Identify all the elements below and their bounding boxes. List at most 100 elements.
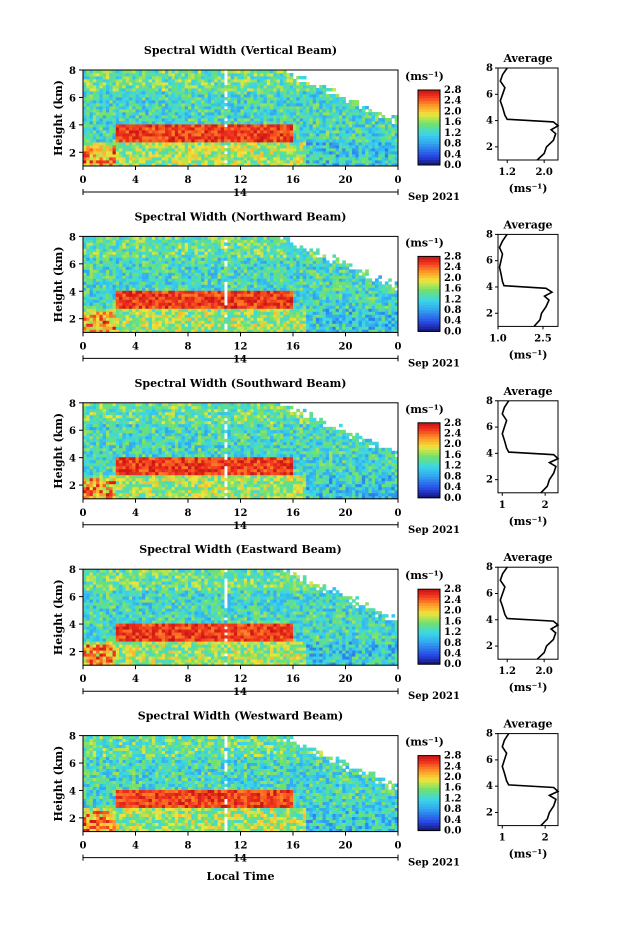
average-y-tick-label: 6 bbox=[486, 422, 493, 433]
colorbar-segment bbox=[418, 159, 440, 163]
panel-title: Spectral Width (Southward Beam) bbox=[134, 377, 346, 390]
x-tick-label: 0 bbox=[395, 674, 402, 685]
colorbar-segment bbox=[418, 430, 440, 434]
colorbar-segment bbox=[418, 771, 440, 775]
colorbar-segment bbox=[418, 433, 440, 437]
colorbar-segment bbox=[418, 315, 440, 319]
heatmap bbox=[83, 70, 399, 167]
colorbar-segment bbox=[418, 320, 440, 324]
y-tick-label: 4 bbox=[69, 454, 76, 465]
colorbar-segment bbox=[418, 452, 440, 456]
colorbar-segment bbox=[418, 309, 440, 314]
x-tick-label: 12 bbox=[234, 841, 248, 852]
colorbar-segment bbox=[418, 441, 440, 445]
heatmap bbox=[83, 569, 399, 666]
y-tick-label: 4 bbox=[69, 620, 76, 631]
y-tick-label: 4 bbox=[69, 121, 76, 132]
x-tick-label: 16 bbox=[286, 674, 300, 685]
colorbar-tick-label: 0.8 bbox=[444, 305, 461, 316]
x-tick-label: 0 bbox=[395, 508, 402, 519]
colorbar-tick-label: 2.4 bbox=[444, 595, 461, 606]
colorbar-segment bbox=[418, 777, 440, 781]
x-tick-label: 16 bbox=[286, 841, 300, 852]
colorbar-tick-label: 2.8 bbox=[444, 751, 461, 762]
y-axis-label: Height (km) bbox=[52, 246, 65, 322]
colorbar-segment bbox=[418, 819, 440, 823]
x-tick-label: 8 bbox=[185, 674, 192, 685]
day-label: 14 bbox=[233, 354, 247, 365]
colorbar-segment bbox=[418, 95, 440, 99]
colorbar-segment bbox=[418, 103, 440, 107]
colorbar-segment bbox=[418, 307, 440, 311]
date-label: Sep 2021 bbox=[408, 525, 460, 536]
colorbar-frame bbox=[417, 255, 441, 332]
colorbar-segment bbox=[418, 597, 440, 601]
panel-title: Spectral Width (Northward Beam) bbox=[135, 210, 347, 223]
colorbar-segment bbox=[418, 462, 440, 467]
colorbar-tick-label: 1.6 bbox=[444, 284, 461, 295]
colorbar-segment bbox=[418, 280, 440, 284]
average-title: Average bbox=[502, 52, 552, 65]
colorbar-tick-label: 2.4 bbox=[444, 429, 461, 440]
colorbar-segment bbox=[418, 817, 440, 821]
colorbar-tick-label: 1.6 bbox=[444, 783, 461, 794]
colorbar-segment bbox=[418, 148, 440, 153]
colorbar-segment bbox=[418, 658, 440, 662]
colorbar-frame bbox=[417, 755, 441, 832]
colorbar-segment bbox=[418, 304, 440, 308]
colorbar-segment bbox=[418, 642, 440, 646]
average-profile-line bbox=[499, 566, 560, 660]
colorbar-segment bbox=[418, 811, 440, 815]
x-tick-label: 8 bbox=[185, 508, 192, 519]
date-label: Sep 2021 bbox=[408, 358, 460, 369]
colorbar-segment bbox=[418, 269, 440, 273]
colorbar-segment bbox=[418, 760, 440, 765]
panel-title: Spectral Width (Eastward Beam) bbox=[139, 543, 341, 556]
colorbar-segment bbox=[418, 446, 440, 450]
average-x-tick-label: 2.5 bbox=[534, 333, 551, 344]
colorbar-segment bbox=[418, 801, 440, 805]
colorbar-tick-label: 0.4 bbox=[444, 648, 461, 659]
colorbar-segment bbox=[418, 476, 440, 480]
colorbar-tick-label: 0.8 bbox=[444, 139, 461, 150]
colorbar-segment bbox=[418, 640, 440, 644]
colorbar-unit: (ms⁻¹) bbox=[405, 70, 444, 83]
y-tick-label: 4 bbox=[69, 786, 76, 797]
colorbar-segment bbox=[418, 589, 440, 593]
colorbar-segment bbox=[418, 301, 440, 306]
average-profile-line bbox=[498, 233, 554, 327]
colorbar-segment bbox=[418, 594, 440, 598]
colorbar-tick-label: 0.8 bbox=[444, 804, 461, 815]
average-frame bbox=[497, 67, 559, 161]
colorbar-tick-label: 1.6 bbox=[444, 117, 461, 128]
colorbar-tick-label: 0.4 bbox=[444, 482, 461, 493]
average-y-tick-label: 4 bbox=[486, 615, 493, 626]
colorbar-tick-label: 0.0 bbox=[444, 826, 461, 837]
colorbar-unit: (ms⁻¹) bbox=[405, 569, 444, 582]
average-profile-line bbox=[499, 67, 560, 161]
colorbar bbox=[418, 422, 440, 499]
average-x-tick-label: 1.2 bbox=[499, 666, 516, 677]
colorbar-tick-label: 1.2 bbox=[444, 128, 461, 139]
colorbar-segment bbox=[418, 591, 440, 595]
x-axis-label: Local Time bbox=[207, 870, 275, 883]
colorbar-segment bbox=[418, 468, 440, 472]
average-profile-line bbox=[501, 400, 560, 494]
average-y-tick-label: 4 bbox=[486, 282, 493, 293]
average-frame bbox=[497, 566, 559, 660]
average-y-tick-label: 8 bbox=[486, 729, 493, 740]
average-y-tick-label: 2 bbox=[486, 807, 493, 818]
colorbar-segment bbox=[418, 267, 440, 271]
colorbar-segment bbox=[418, 288, 440, 292]
colorbar-segment bbox=[418, 605, 440, 609]
average-y-tick-label: 4 bbox=[486, 448, 493, 459]
colorbar-segment bbox=[418, 634, 440, 638]
average-unit: (ms⁻¹) bbox=[509, 348, 548, 361]
y-tick-label: 8 bbox=[69, 66, 76, 77]
colorbar-segment bbox=[418, 795, 440, 799]
colorbar-segment bbox=[418, 803, 440, 807]
colorbar-segment bbox=[418, 428, 440, 432]
colorbar-segment bbox=[418, 293, 440, 297]
colorbar-segment bbox=[418, 138, 440, 142]
colorbar-segment bbox=[418, 787, 440, 791]
